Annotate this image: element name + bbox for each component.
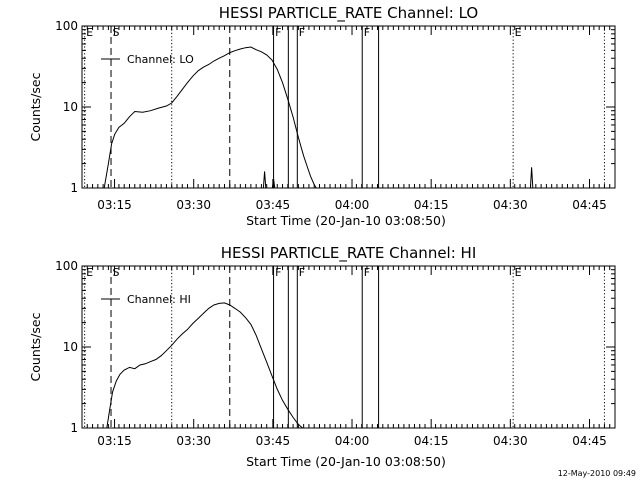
- marker-label: E: [515, 26, 522, 39]
- x-tick-label: 04:00: [335, 198, 370, 212]
- legend-label: Channel: LO: [127, 53, 194, 66]
- plot-panels: HESSI PARTICLE_RATE Channel: LOE S F F F E110…: [28, 4, 616, 469]
- y-tick-label: 100: [55, 19, 78, 33]
- series-line-hi: [106, 302, 303, 429]
- marker-label: F: [299, 266, 305, 279]
- x-tick-label: 04:30: [493, 434, 528, 448]
- panel-hi: HESSI PARTICLE_RATE Channel: HI E S F F F E 1 10…: [28, 244, 616, 469]
- x-tick-label: 03:15: [97, 198, 132, 212]
- marker-label: F: [364, 266, 370, 279]
- timestamp: 12-May-2010 09:49: [558, 469, 636, 478]
- x-axis-label: Start Time (20-Jan-10 03:08:50): [246, 213, 446, 228]
- marker-label: E: [86, 266, 93, 279]
- chart-title: HESSI PARTICLE_RATE Channel: HI: [221, 244, 477, 263]
- x-tick-label: 04:45: [572, 198, 607, 212]
- y-axis-label: Counts/sec: [28, 312, 43, 381]
- y-tick-label: 1: [70, 181, 78, 195]
- panel-lo: HESSI PARTICLE_RATE Channel: LO E S F F F E 1 10…: [28, 4, 616, 228]
- x-tick-label: 03:15: [97, 434, 132, 448]
- x-axis-label: Start Time (20-Jan-10 03:08:50): [246, 454, 446, 469]
- chart-title: HESSI PARTICLE_RATE Channel: LO: [219, 4, 478, 23]
- x-tick-label: 04:45: [572, 434, 607, 448]
- marker-label: F: [275, 266, 281, 279]
- rate-spike: [271, 178, 276, 189]
- legend-label: Channel: HI: [127, 293, 191, 306]
- x-tick-label: 03:45: [256, 434, 291, 448]
- x-tick-label: 04:15: [414, 198, 449, 212]
- x-tick-label: 03:30: [176, 198, 211, 212]
- y-axis-label: Counts/sec: [28, 72, 43, 141]
- marker-label: S: [113, 26, 120, 39]
- marker-label: F: [275, 26, 281, 39]
- marker-label: S: [113, 266, 120, 279]
- marker-label: E: [515, 266, 522, 279]
- x-tick-label: 03:45: [256, 198, 291, 212]
- x-tick-label: 04:15: [414, 434, 449, 448]
- y-tick-label: 1: [70, 421, 78, 435]
- marker-label: F: [299, 26, 305, 39]
- x-tick-label: 04:00: [335, 434, 370, 448]
- y-tick-label: 100: [55, 259, 78, 273]
- rate-spike: [262, 171, 267, 189]
- y-tick-label: 10: [63, 100, 78, 114]
- y-tick-label: 10: [63, 340, 78, 354]
- series-line-lo: [103, 46, 317, 189]
- marker-label: E: [86, 26, 93, 39]
- rate-spike: [529, 167, 534, 189]
- plot-frame: [81, 265, 616, 429]
- marker-label: F: [364, 26, 370, 39]
- x-tick-label: 03:30: [176, 434, 211, 448]
- x-tick-label: 04:30: [493, 198, 528, 212]
